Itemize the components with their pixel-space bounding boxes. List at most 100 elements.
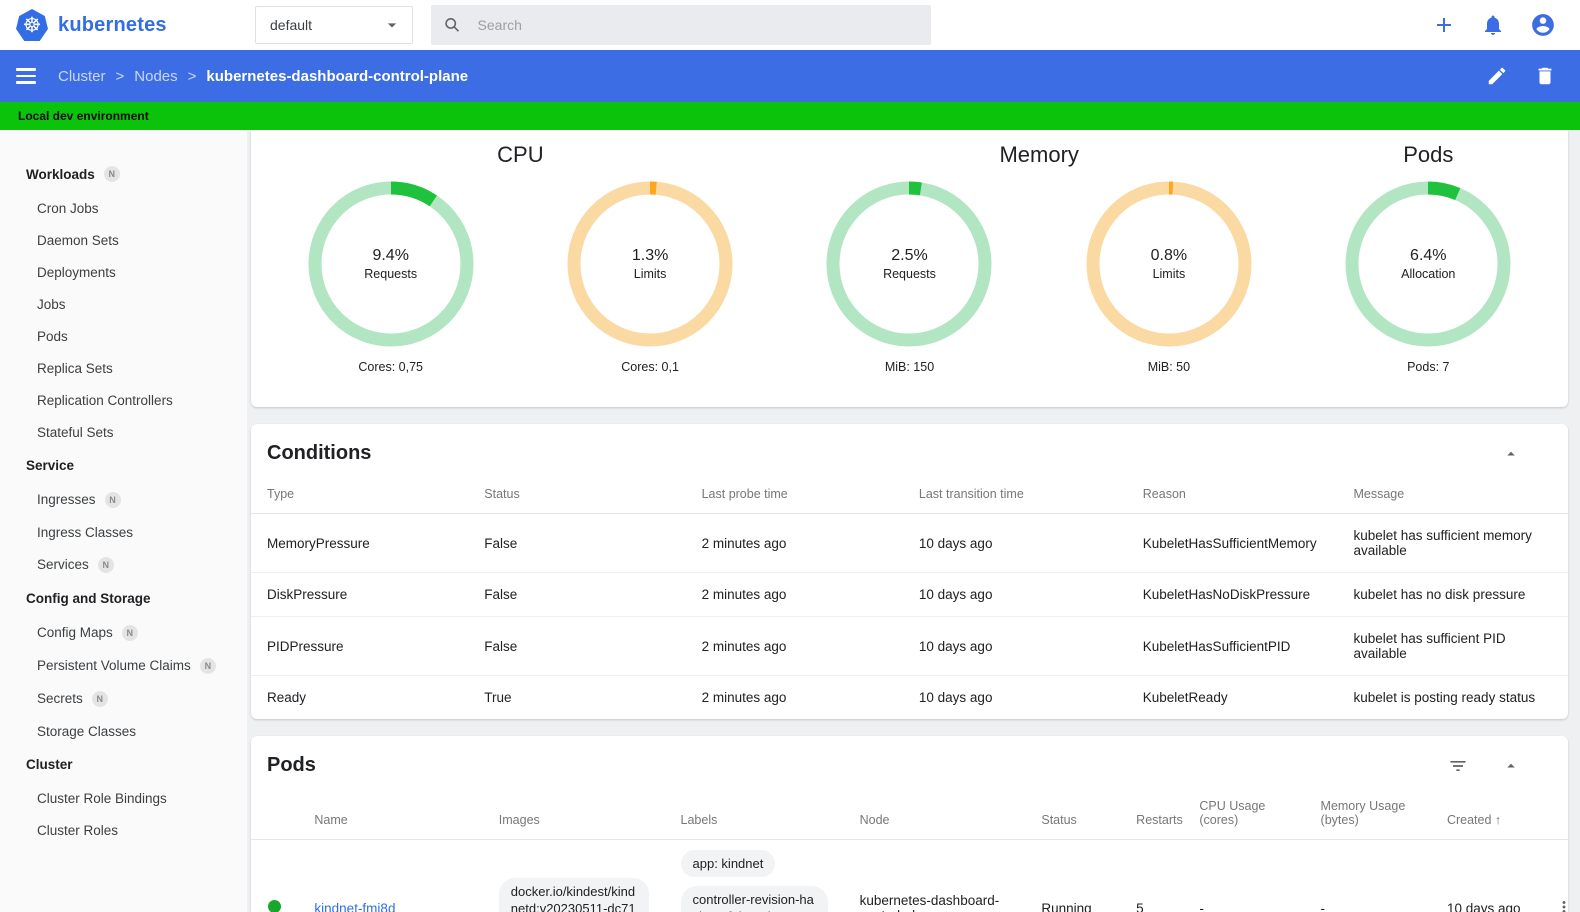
condition-message: kubelet has no disk pressure [1337, 572, 1568, 617]
sidebar-item-ingress-classes[interactable]: Ingress Classes [0, 516, 247, 548]
gauge-metric: Limits [633, 267, 667, 281]
conditions-collapse-button[interactable] [1502, 445, 1520, 463]
gauge-percent: 0.8% [1150, 247, 1188, 264]
sidebar-section-config-storage[interactable]: Config and Storage [0, 581, 247, 616]
sidebar-item-services[interactable]: Services N [0, 548, 247, 581]
col-images: Images [482, 789, 665, 840]
gauge-caption: MiB: 50 [1147, 360, 1191, 374]
breadcrumb-separator: > [187, 67, 197, 85]
breadcrumb-link-cluster[interactable]: Cluster [58, 67, 106, 85]
profile-button[interactable] [1530, 12, 1556, 38]
edit-resource-button[interactable] [1486, 65, 1508, 87]
condition-row: DiskPressure False 2 minutes ago 10 days… [251, 572, 1568, 617]
sidebar-section-label: Config and Storage [26, 591, 151, 606]
condition-row: Ready True 2 minutes ago 10 days ago Kub… [251, 676, 1568, 720]
sidebar-section-label: Cluster [26, 757, 73, 772]
condition-probe-time: 2 minutes ago [685, 513, 903, 573]
pod-status: Running [1041, 900, 1092, 912]
gauge-memory-limits: 0.8% Limits MiB: 50 [1039, 180, 1298, 374]
col-status: Status [1025, 789, 1121, 840]
pod-created: 10 days ago [1446, 900, 1521, 912]
sidebar-item-storage-classes[interactable]: Storage Classes [0, 715, 247, 747]
gauge-caption: MiB: 150 [884, 360, 935, 374]
condition-probe-time: 2 minutes ago [685, 616, 903, 676]
gauge-metric: Requests [883, 267, 936, 281]
sidebar-item-cluster-role-bindings[interactable]: Cluster Role Bindings [0, 782, 247, 814]
donut-chart [567, 181, 733, 347]
sidebar-item-daemon-sets[interactable]: Daemon Sets [0, 224, 247, 256]
gauge-metric: Requests [364, 267, 418, 281]
breadcrumb-link-nodes[interactable]: Nodes [134, 67, 178, 85]
app-header: ☸ kubernetes default [0, 0, 1580, 50]
gauge-percent: 9.4% [372, 247, 409, 264]
namespace-value: default [270, 17, 313, 33]
search-input[interactable] [477, 17, 919, 33]
sidebar-item-secrets[interactable]: Secrets N [0, 682, 247, 715]
bell-icon [1485, 15, 1501, 35]
sidebar-item-label: Replication Controllers [37, 392, 173, 408]
sidebar-item-label: Ingress Classes [37, 524, 134, 540]
notifications-button[interactable] [1481, 13, 1505, 37]
sidebar-item-label: Ingresses [37, 492, 96, 507]
col-last-probe-time: Last probe time [685, 477, 903, 514]
pods-card: Pods [251, 736, 1568, 912]
sidebar-section-label: Workloads [26, 166, 95, 182]
pod-label-chip: controller-revision-hash: 58f5b657b8 [680, 886, 828, 912]
conditions-title: Conditions [267, 442, 372, 464]
sort-arrow-up-icon: ↑ [1494, 813, 1502, 827]
sidebar-item-pods[interactable]: Pods [0, 320, 247, 352]
gauge-percent: 6.4% [1410, 247, 1447, 264]
pod-name-link[interactable]: kindnet-fmj8d [314, 900, 396, 912]
sidebar-item-replica-sets[interactable]: Replica Sets [0, 352, 247, 384]
pod-memory-usage: - [1320, 900, 1326, 912]
condition-status: False [468, 513, 686, 573]
pods-header-row: Name Images Labels Node Status Restarts … [251, 789, 1568, 840]
search-bar[interactable] [431, 5, 931, 45]
sidebar-section-cluster[interactable]: Cluster [0, 747, 247, 782]
gauge-percent: 2.5% [891, 247, 928, 264]
account-circle-icon [1532, 14, 1554, 36]
kebab-menu-icon [1562, 900, 1566, 912]
condition-message: kubelet has sufficient PID available [1337, 616, 1568, 676]
sidebar-item-stateful-sets[interactable]: Stateful Sets [0, 416, 247, 448]
sidebar-item-deployments[interactable]: Deployments [0, 256, 247, 288]
condition-type: PIDPressure [251, 616, 469, 676]
col-restarts: Restarts [1120, 789, 1184, 840]
breadcrumb-separator: > [115, 67, 125, 85]
create-resource-button[interactable] [1432, 13, 1456, 37]
condition-reason: KubeletHasSufficientPID [1126, 616, 1338, 676]
sidebar-item-persistent-volume-claims[interactable]: Persistent Volume Claims N [0, 649, 247, 682]
donut-chart [308, 181, 474, 347]
gauge-memory-requests: 2.5% Requests MiB: 150 [780, 180, 1039, 374]
pods-filter-button[interactable] [1448, 756, 1468, 776]
namespaced-badge: N [91, 690, 108, 707]
filter-list-icon [1450, 760, 1466, 771]
condition-row: PIDPressure False 2 minutes ago 10 days … [251, 616, 1568, 676]
pod-status-cell [251, 840, 298, 912]
pods-collapse-button[interactable] [1502, 757, 1520, 775]
pod-row-menu-button[interactable] [1555, 898, 1573, 912]
sidebar-item-ingresses[interactable]: Ingresses N [0, 483, 247, 516]
donut-chart [1345, 181, 1511, 347]
sidebar-section-service[interactable]: Service [0, 448, 247, 483]
sidebar-item-label: Storage Classes [37, 723, 137, 739]
brand: ☸ kubernetes [0, 9, 247, 41]
breadcrumb: Cluster > Nodes > kubernetes-dashboard-c… [58, 68, 468, 85]
condition-type: DiskPressure [251, 572, 469, 617]
namespace-select[interactable]: default [255, 6, 413, 44]
conditions-card: Conditions Type Statu [251, 424, 1568, 719]
conditions-header-row: Type Status Last probe time Last transit… [251, 477, 1568, 514]
sidebar-item-config-maps[interactable]: Config Maps N [0, 616, 247, 649]
gauge-cpu-requests: 9.4% Requests Cores: 0,75 [261, 180, 520, 374]
delete-resource-button[interactable] [1534, 65, 1556, 87]
sidebar-item-cron-jobs[interactable]: Cron Jobs [0, 192, 247, 224]
menu-icon[interactable] [16, 68, 36, 84]
sidebar-item-replication-controllers[interactable]: Replication Controllers [0, 384, 247, 416]
triangle-up-icon [1507, 763, 1515, 767]
sidebar-item-jobs[interactable]: Jobs [0, 288, 247, 320]
header-actions [1432, 12, 1580, 38]
sidebar-item-cluster-roles[interactable]: Cluster Roles [0, 814, 247, 846]
gauge-metric: Allocation [1401, 267, 1456, 281]
col-created-sortable[interactable]: Created ↑ [1430, 789, 1539, 840]
sidebar-section-workloads[interactable]: Workloads N [0, 156, 247, 192]
